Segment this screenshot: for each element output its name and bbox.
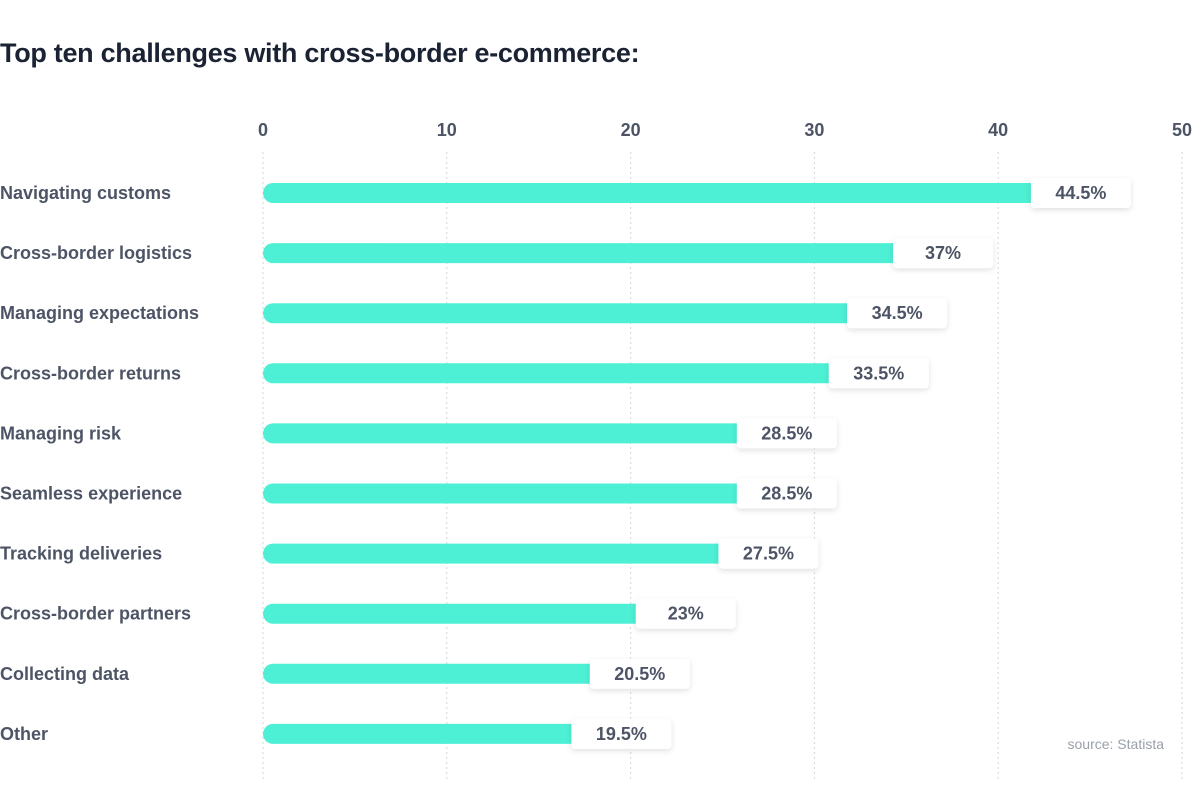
value-label-box [736,418,837,449]
value-label: 44.5% [1055,183,1106,203]
category-label: Cross-border partners [0,604,191,624]
x-tick-label: 40 [988,120,1008,140]
x-tick-label: 30 [804,120,824,140]
bar [263,363,879,384]
bar [263,543,769,564]
x-tick-label: 50 [1172,120,1192,140]
value-label-box [718,538,819,569]
bar [263,183,1081,203]
value-label: 33.5% [853,363,904,383]
source-note: source: Statista [1067,736,1165,752]
bar [263,723,622,744]
value-label: 23% [668,604,704,624]
value-label: 28.5% [761,484,812,504]
value-label-box [828,358,929,389]
value-label: 37% [925,243,961,263]
value-label-box [847,298,948,329]
chart-title: Top ten challenges with cross-border e-c… [0,38,640,68]
category-label: Navigating customs [0,183,171,203]
bar [263,423,787,444]
value-label-box [635,598,736,629]
bar [263,303,898,324]
category-label: Other [0,724,48,744]
value-label: 27.5% [743,544,794,564]
value-label-box [736,478,837,509]
category-label: Seamless experience [0,484,182,504]
x-tick-label: 20 [621,120,641,140]
x-tick-label: 10 [437,120,457,140]
value-label-box [1030,178,1131,208]
category-label: Cross-border logistics [0,243,192,263]
category-label: Tracking deliveries [0,544,162,564]
category-label: Cross-border returns [0,363,181,383]
bar [263,663,640,684]
bar [263,243,944,264]
value-label: 28.5% [761,423,812,443]
bar [263,483,787,504]
x-tick-label: 0 [258,120,268,140]
value-label: 34.5% [872,303,923,323]
bar [263,603,686,624]
category-label: Managing risk [0,423,122,443]
value-label: 19.5% [596,724,647,744]
category-label: Collecting data [0,664,130,684]
value-label-box [589,658,690,689]
value-label-box [893,238,994,269]
category-label: Managing expectations [0,303,199,323]
value-label: 20.5% [614,664,665,684]
value-label-box [571,718,672,749]
